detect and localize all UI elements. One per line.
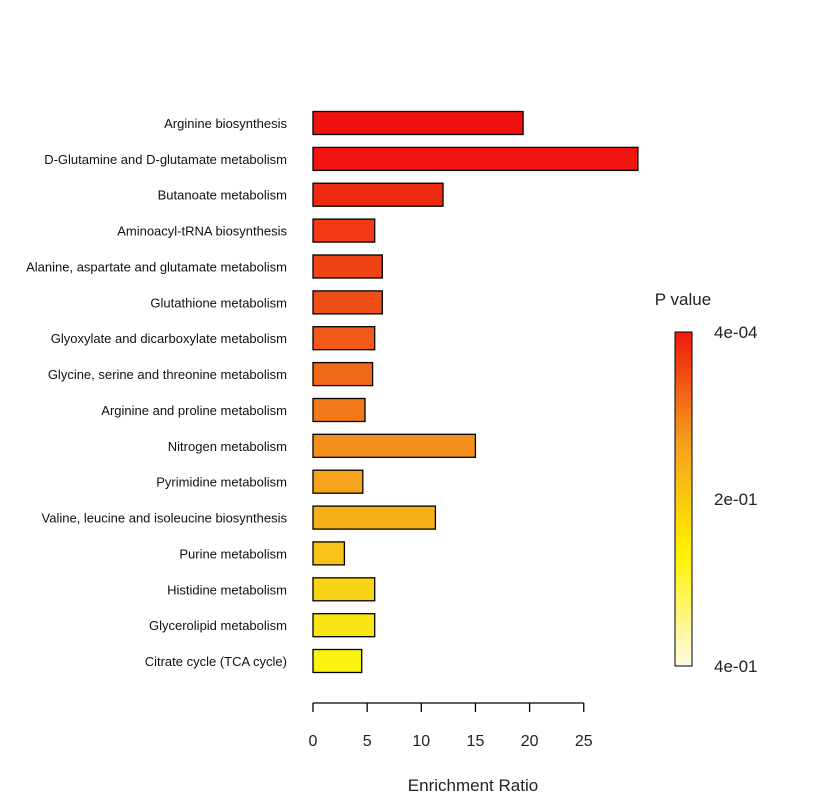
bar	[312, 613, 376, 638]
category-label: Alanine, aspartate and glutamate metabol…	[26, 260, 287, 275]
legend-title: P value	[655, 290, 711, 309]
category-label: Histidine metabolism	[167, 582, 287, 597]
bar	[312, 182, 444, 207]
bar	[312, 254, 383, 279]
legend-tick-label: 4e-01	[714, 657, 757, 676]
bar	[312, 433, 477, 458]
category-label: Glycerolipid metabolism	[149, 618, 287, 633]
x-tick-label: 15	[467, 733, 485, 750]
category-label: Arginine and proline metabolism	[101, 403, 287, 418]
category-label: Glycine, serine and threonine metabolism	[48, 367, 287, 382]
category-label: Citrate cycle (TCA cycle)	[145, 654, 287, 669]
bar	[312, 469, 364, 494]
category-label: Butanoate metabolism	[158, 188, 287, 203]
category-label: Arginine biosynthesis	[164, 116, 287, 131]
category-labels: Arginine biosynthesis D-Glutamine and D-g…	[26, 116, 287, 669]
bar	[312, 577, 376, 602]
x-tick-label: 20	[521, 733, 539, 750]
bars-group	[312, 110, 639, 674]
category-label: Pyrimidine metabolism	[156, 475, 287, 490]
category-label: Valine, leucine and isoleucine biosynthe…	[42, 511, 288, 526]
x-axis-title: Enrichment Ratio	[408, 776, 538, 795]
bar	[312, 110, 524, 136]
bar	[312, 326, 376, 351]
category-label: Glutathione metabolism	[150, 295, 287, 310]
bar	[312, 146, 639, 172]
x-tick-label: 5	[363, 733, 372, 750]
bar	[312, 648, 363, 674]
legend-tick-labels: 4e-04 2e-01 4e-01	[714, 323, 757, 676]
category-label: D-Glutamine and D-glutamate metabolism	[44, 152, 287, 167]
category-label: Purine metabolism	[179, 546, 287, 561]
legend-tick-label: 4e-04	[714, 323, 757, 342]
category-label: Glyoxylate and dicarboxylate metabolism	[51, 331, 287, 346]
legend-tick-label: 2e-01	[714, 490, 757, 509]
colorbar	[674, 331, 693, 667]
p-value-legend: P value 4e-04 2e-01 4e-01	[655, 290, 758, 676]
x-tick-label: 0	[309, 733, 318, 750]
x-tick-label: 10	[412, 733, 430, 750]
x-tick-label: 25	[575, 733, 593, 750]
bar	[312, 290, 383, 315]
bar	[312, 361, 374, 387]
bar	[312, 397, 366, 423]
bar	[312, 541, 346, 566]
x-axis: 0 5 10 15 20 25	[309, 702, 593, 750]
bar	[312, 218, 376, 243]
category-label: Aminoacyl-tRNA biosynthesis	[117, 224, 287, 239]
bar	[312, 505, 437, 530]
category-label: Nitrogen metabolism	[168, 439, 287, 454]
